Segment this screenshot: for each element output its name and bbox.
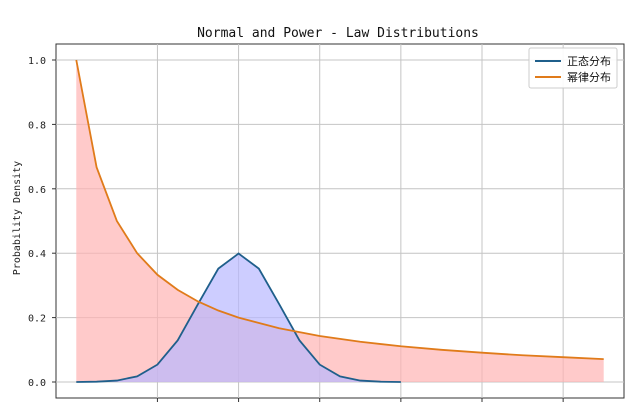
- y-tick-label: 0.0: [28, 378, 46, 389]
- plot-frame: [55, 43, 625, 399]
- y-tick-label: 0.8: [28, 120, 46, 131]
- series-line: [76, 252, 401, 383]
- y-tick-label: 0.2: [28, 314, 46, 325]
- series-fill: [76, 60, 604, 382]
- series-line: [75, 59, 604, 361]
- y-axis-label: Probability Density: [12, 161, 23, 275]
- y-tick-label: 1.0: [28, 56, 46, 67]
- chart-title: Normal and Power - Law Distributions: [197, 26, 479, 41]
- legend-label: 幂律分布: [567, 71, 611, 84]
- legend-label: 正态分布: [567, 55, 611, 68]
- y-tick-label: 0.6: [28, 185, 46, 196]
- y-tick-label: 0.4: [28, 249, 46, 260]
